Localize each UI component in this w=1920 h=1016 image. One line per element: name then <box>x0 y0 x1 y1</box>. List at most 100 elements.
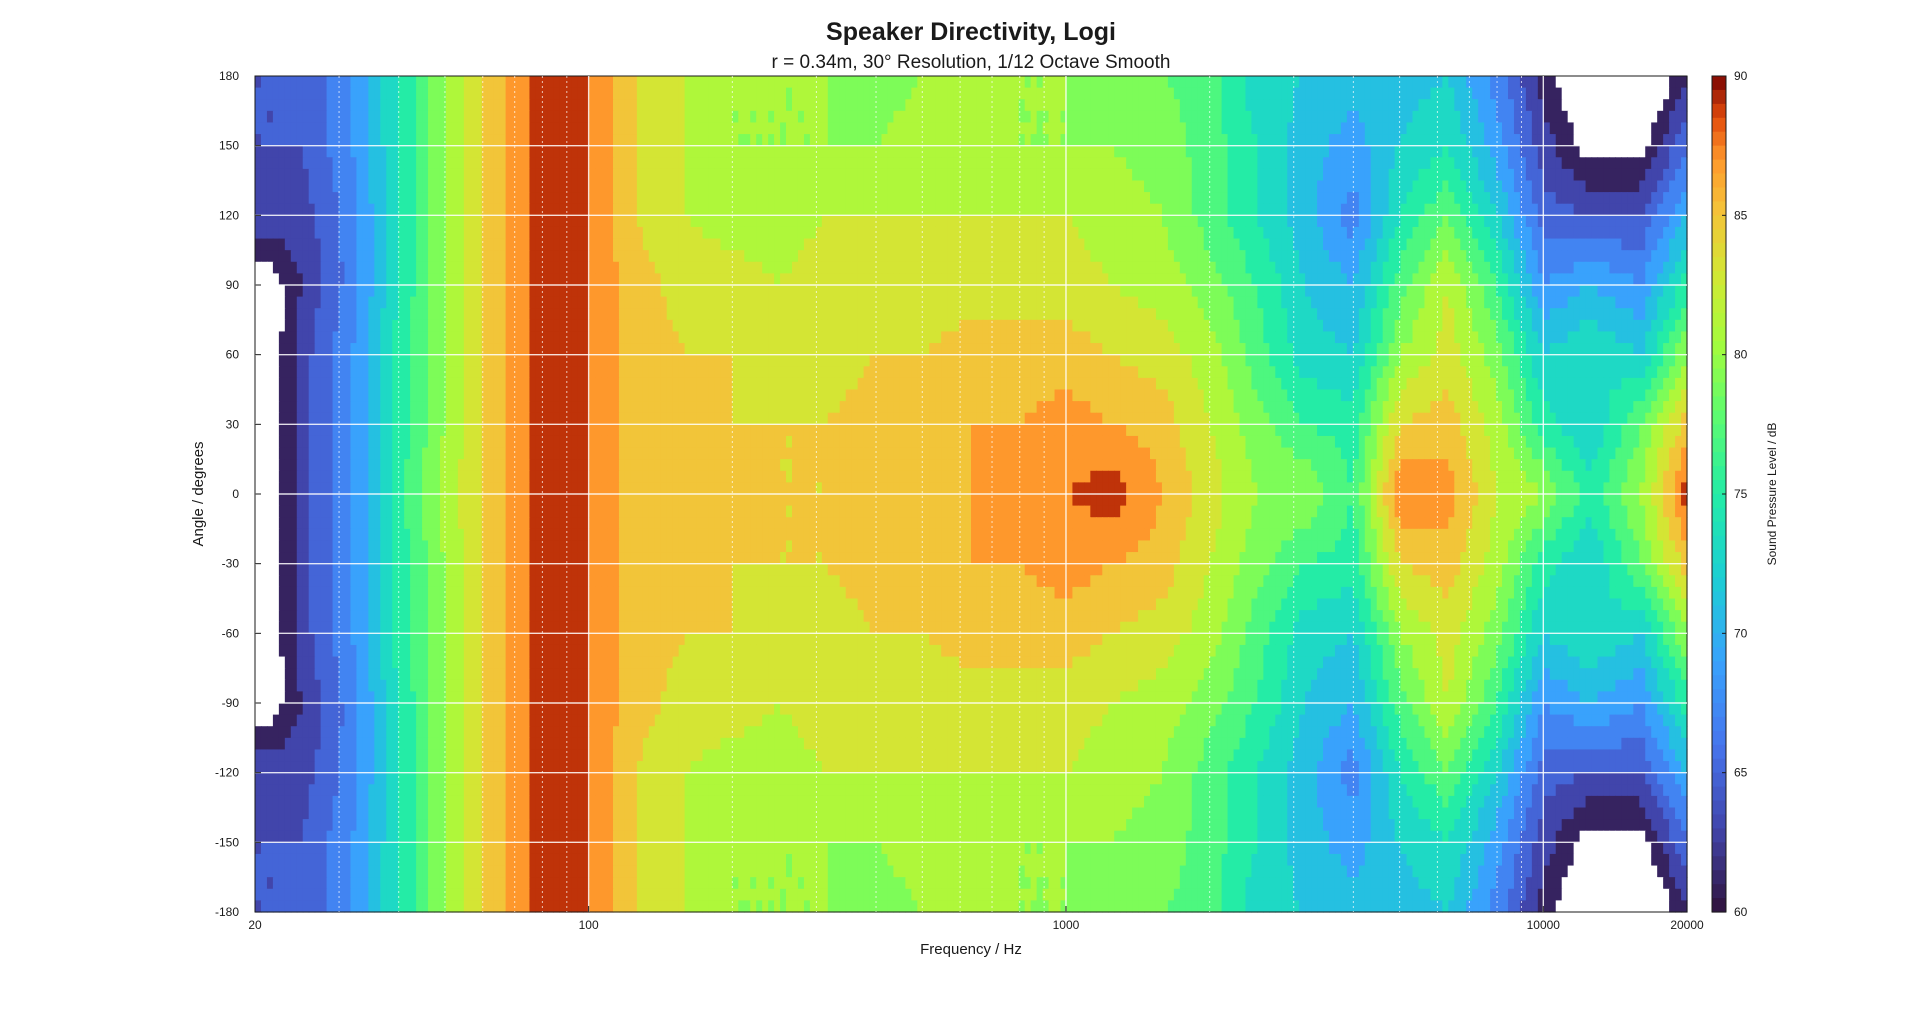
heatmap-cell <box>1591 76 1599 89</box>
heatmap-cell <box>1030 226 1038 240</box>
heatmap-cell <box>1633 273 1640 286</box>
heatmap-cell <box>881 215 889 228</box>
heatmap-cell <box>535 261 542 274</box>
heatmap-cell <box>434 238 441 251</box>
heatmap-cell <box>1150 308 1157 321</box>
heatmap-cell <box>1263 157 1270 170</box>
heatmap-cell <box>338 238 346 251</box>
heatmap-cell <box>720 238 727 251</box>
heatmap-cell <box>696 226 704 240</box>
heatmap-cell <box>1042 215 1050 228</box>
heatmap-cell <box>607 87 614 100</box>
heatmap-cell <box>1167 180 1175 193</box>
heatmap-cell <box>434 192 441 205</box>
heatmap-cell <box>797 203 805 216</box>
heatmap-cell <box>463 145 471 158</box>
heatmap-cell <box>422 87 429 100</box>
heatmap-cell <box>786 250 793 263</box>
heatmap-cell <box>1370 203 1378 216</box>
heatmap-cell <box>451 226 459 240</box>
heatmap-cell <box>1519 296 1527 309</box>
heatmap-cell <box>797 250 805 263</box>
heatmap-cell <box>1155 99 1163 112</box>
heatmap-cell <box>284 157 292 170</box>
heatmap-cell <box>1173 76 1181 89</box>
heatmap-cell <box>1126 157 1133 170</box>
heatmap-cell <box>1311 192 1318 205</box>
heatmap-cell <box>1573 261 1581 274</box>
heatmap-cell <box>1209 285 1217 298</box>
heatmap-cell <box>356 273 363 286</box>
heatmap-cell <box>702 296 710 309</box>
heatmap-cell <box>595 296 602 309</box>
heatmap-cell <box>1621 203 1628 216</box>
heatmap-cell <box>1102 226 1109 240</box>
heatmap-cell <box>1078 192 1085 205</box>
heatmap-cell <box>786 76 793 89</box>
heatmap-cell <box>1352 238 1360 251</box>
heatmap-cell <box>875 110 883 124</box>
heatmap-cell <box>559 99 566 112</box>
heatmap-cell <box>1543 110 1551 124</box>
heatmap-cell <box>1126 122 1133 135</box>
heatmap-cell <box>338 122 346 135</box>
heatmap-cell <box>1006 226 1014 240</box>
heatmap-cell <box>278 122 286 135</box>
heatmap-cell <box>1579 122 1587 135</box>
heatmap-cell <box>1490 215 1497 228</box>
heatmap-cell <box>1669 99 1676 112</box>
heatmap-cell <box>290 110 298 124</box>
heatmap-cell <box>1549 285 1557 298</box>
heatmap-cell <box>1197 145 1205 158</box>
heatmap-cell <box>1430 238 1437 251</box>
heatmap-cell <box>1197 308 1205 321</box>
heatmap-cell <box>1466 122 1473 135</box>
heatmap-cell <box>1269 215 1276 228</box>
heatmap-cell <box>1275 308 1282 321</box>
heatmap-cell <box>618 157 626 170</box>
heatmap-cell <box>1257 122 1264 135</box>
heatmap-cell <box>272 87 280 100</box>
heatmap-cell <box>959 168 966 182</box>
heatmap-cell <box>1293 250 1300 263</box>
heatmap-cell <box>1096 168 1103 182</box>
heatmap-cell <box>1663 215 1670 228</box>
heatmap-cell <box>1340 157 1348 170</box>
heatmap-cell <box>493 250 501 263</box>
heatmap-cell <box>786 285 793 298</box>
heatmap-cell <box>439 134 447 147</box>
heatmap-cell <box>517 110 525 124</box>
heatmap-cell <box>463 76 471 89</box>
heatmap-cell <box>1424 87 1432 100</box>
heatmap-cell <box>266 226 274 240</box>
heatmap-cell <box>613 226 620 240</box>
heatmap-cell <box>1424 145 1432 158</box>
heatmap-cell <box>1132 261 1139 274</box>
heatmap-cell <box>1400 157 1408 170</box>
heatmap-cell <box>911 261 918 274</box>
heatmap-cell <box>1293 99 1300 112</box>
heatmap-cell <box>839 203 847 216</box>
heatmap-cell <box>1484 145 1491 158</box>
heatmap-cell <box>1633 157 1640 170</box>
heatmap-cell <box>786 87 793 100</box>
heatmap-cell <box>1269 285 1276 298</box>
heatmap-cell <box>601 168 608 182</box>
heatmap-cell <box>857 157 865 170</box>
heatmap-cell <box>1645 250 1652 263</box>
heatmap-cell <box>869 238 877 251</box>
heatmap-cell <box>1406 250 1414 263</box>
heatmap-cell <box>851 110 859 124</box>
heatmap-cell <box>875 145 883 158</box>
heatmap-cell <box>678 285 686 298</box>
heatmap-cell <box>1054 215 1062 228</box>
heatmap-cell <box>1072 110 1079 124</box>
heatmap-cell <box>308 157 316 170</box>
heatmap-cell <box>1120 122 1127 135</box>
heatmap-cell <box>1024 134 1032 147</box>
heatmap-cell <box>917 285 924 298</box>
heatmap-cell <box>565 180 572 193</box>
heatmap-cell <box>720 110 727 124</box>
heatmap-cell <box>1346 99 1354 112</box>
heatmap-cell <box>744 168 751 182</box>
